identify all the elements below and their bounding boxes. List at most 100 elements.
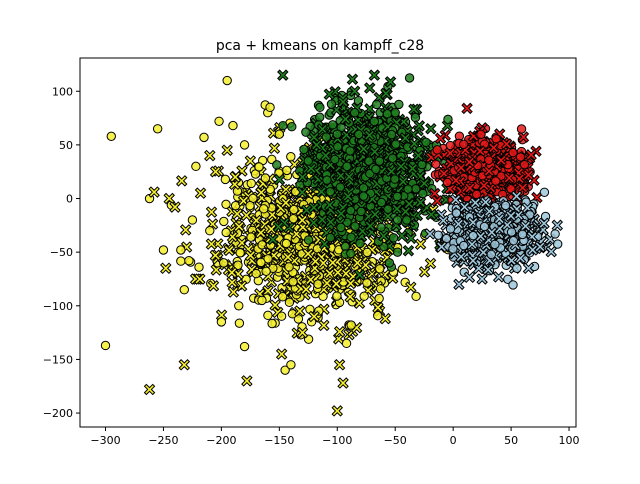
data-point-circle	[235, 248, 245, 258]
data-point-x	[234, 222, 244, 231]
data-point-x	[426, 124, 436, 134]
data-point-x	[416, 239, 425, 249]
data-point-circle	[274, 129, 285, 139]
data-point-x	[416, 198, 425, 207]
data-point-x	[161, 263, 171, 273]
data-point-x	[406, 282, 416, 292]
data-point-x	[331, 279, 341, 289]
data-point-x	[398, 177, 408, 187]
data-point-circle	[219, 216, 229, 227]
data-point-x	[381, 89, 391, 98]
data-point-circle	[374, 293, 384, 304]
data-point-x	[318, 258, 328, 268]
data-point-circle	[239, 341, 250, 352]
data-point-x	[404, 246, 413, 256]
data-point-circle	[397, 264, 408, 274]
data-point-x	[355, 298, 364, 308]
data-point-circle	[458, 139, 469, 150]
data-point-x	[335, 327, 345, 337]
data-point-circle	[205, 226, 215, 236]
data-point-circle	[194, 262, 204, 272]
data-point-x	[365, 104, 375, 114]
data-point-circle	[267, 318, 277, 329]
data-point-circle	[245, 200, 255, 211]
data-point-circle	[442, 177, 453, 188]
data-point-circle	[384, 258, 395, 268]
data-point-x	[207, 239, 216, 249]
data-point-x	[195, 274, 205, 284]
data-point-circle	[388, 233, 399, 243]
data-point-circle	[362, 247, 372, 258]
data-point-x	[270, 300, 280, 310]
data-point-x	[350, 86, 359, 96]
data-point-circle	[286, 360, 296, 370]
data-point-x	[419, 179, 429, 188]
data-point-circle	[330, 154, 340, 165]
data-point-x	[355, 270, 365, 280]
data-point-circle	[277, 292, 288, 302]
data-point-x	[268, 210, 277, 220]
data-point-x	[338, 97, 348, 107]
data-point-circle	[199, 132, 209, 143]
data-point-x	[414, 151, 423, 160]
data-point-circle	[402, 215, 412, 225]
data-point-x	[322, 278, 332, 288]
data-point-x	[326, 217, 336, 227]
data-point-x	[179, 360, 189, 370]
data-point-x	[228, 232, 237, 242]
data-point-circle	[345, 205, 356, 216]
data-point-circle	[387, 153, 398, 163]
data-point-x	[406, 233, 416, 243]
data-point-x	[242, 376, 252, 386]
data-point-x	[387, 167, 396, 176]
data-point-x	[404, 199, 414, 209]
data-point-circle	[443, 114, 453, 125]
data-point-x	[317, 187, 326, 197]
data-point-x	[149, 187, 159, 197]
data-point-x	[207, 207, 216, 217]
data-point-circle	[392, 247, 403, 257]
data-point-x	[426, 259, 435, 268]
data-point-circle	[508, 280, 518, 290]
data-point-x	[379, 231, 388, 241]
data-point-circle	[289, 204, 299, 215]
data-point-x	[170, 202, 180, 212]
data-point-circle	[315, 112, 325, 122]
data-point-circle	[371, 99, 382, 110]
data-point-x	[325, 89, 334, 99]
data-point-circle	[516, 124, 527, 134]
data-point-circle	[191, 161, 201, 172]
data-point-circle	[374, 156, 385, 166]
data-point-x	[519, 132, 528, 142]
data-point-x	[217, 310, 226, 320]
data-point-x	[353, 258, 362, 268]
data-point-circle	[346, 248, 356, 259]
data-point-circle	[315, 102, 325, 113]
data-point-circle	[257, 295, 267, 306]
data-point-circle	[431, 159, 441, 169]
data-point-circle	[358, 183, 369, 193]
data-point-circle	[152, 124, 163, 134]
data-point-x	[227, 268, 237, 277]
data-point-circle	[301, 127, 311, 137]
data-point-circle	[100, 340, 111, 351]
data-point-x	[270, 143, 279, 153]
data-point-circle	[346, 320, 356, 330]
data-point-x	[252, 216, 261, 225]
data-point-circle	[214, 116, 224, 126]
data-point-circle	[376, 222, 386, 232]
data-point-circle	[246, 178, 256, 189]
data-point-circle	[362, 278, 372, 288]
data-point-circle	[508, 147, 518, 158]
data-point-x	[239, 196, 248, 206]
data-point-x	[346, 279, 355, 288]
data-point-x	[281, 185, 291, 194]
data-point-x	[298, 172, 307, 182]
data-point-circle	[392, 215, 403, 225]
data-point-circle	[322, 175, 332, 185]
data-point-x	[400, 133, 410, 143]
data-point-circle	[256, 257, 266, 268]
data-point-x	[263, 286, 273, 296]
data-point-x	[341, 114, 350, 124]
